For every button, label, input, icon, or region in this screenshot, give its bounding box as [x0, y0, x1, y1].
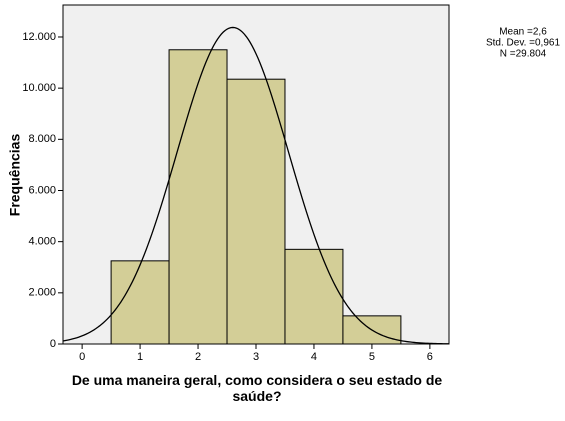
- x-tick-label: 2: [195, 351, 201, 363]
- y-tick-label: 10.000: [22, 82, 56, 94]
- x-tick-label: 4: [311, 351, 317, 363]
- bar: [110, 260, 170, 345]
- x-tick-label: 1: [137, 351, 143, 363]
- x-axis-label: De uma maneira geral, como considera o s…: [71, 372, 443, 404]
- y-tick-label: 8.000: [28, 133, 56, 145]
- x-tick-label: 3: [253, 351, 259, 363]
- bar: [284, 248, 344, 345]
- normal-curve: [62, 26, 450, 345]
- y-tick-label: 12.000: [22, 31, 56, 43]
- y-tick-label: 0: [50, 338, 56, 350]
- x-tick-label: 0: [79, 351, 85, 363]
- y-tick-label: 4.000: [28, 236, 56, 248]
- x-tick-label: 5: [369, 351, 375, 363]
- y-tick-label: 6.000: [28, 184, 56, 196]
- y-axis-label: Frequências: [7, 134, 23, 217]
- annotation: Std. Dev. =0,961: [486, 38, 560, 49]
- bar: [168, 49, 228, 345]
- y-tick-label: 2.000: [28, 287, 56, 299]
- bar: [226, 78, 286, 345]
- annotation: N =29.804: [500, 49, 547, 60]
- x-tick-label: 6: [427, 351, 433, 363]
- annotation: Mean =2,6: [499, 27, 547, 38]
